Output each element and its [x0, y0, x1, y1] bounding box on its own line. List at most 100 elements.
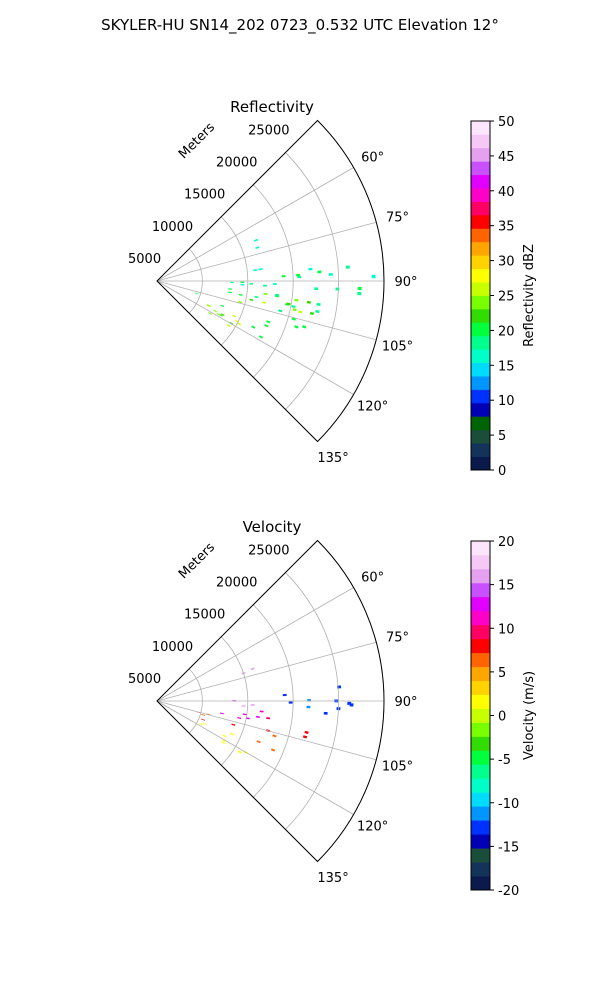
- velocity-echo-cell: [237, 750, 242, 754]
- reflectivity-echo-cell: [240, 283, 245, 286]
- velocity-colorbar-tick-label: -15: [498, 840, 519, 855]
- velocity-colorbar-segment: [471, 596, 490, 612]
- reflectivity-echo-cell: [253, 238, 259, 242]
- reflectivity-echo-cell: [230, 281, 234, 284]
- reflectivity-echo-cell: [251, 325, 256, 329]
- velocity-echo-cell: [245, 717, 250, 720]
- reflectivity-echo-cell: [294, 325, 299, 329]
- reflectivity-colorbar-segment: [471, 443, 490, 457]
- velocity-colorbar-tick-label: 10: [498, 622, 515, 637]
- velocity-echo-cell: [241, 705, 246, 707]
- velocity-colorbar-tick-label: 15: [498, 579, 515, 594]
- reflectivity-colorbar-segment: [471, 268, 490, 283]
- reflectivity-colorbar-tick-label: 40: [498, 185, 515, 200]
- velocity-colorbar-segment: [471, 876, 490, 891]
- reflectivity-echo-field: [194, 238, 376, 339]
- reflectivity-range-tick-label: 5000: [128, 252, 161, 267]
- velocity-angle-tick-label: 135°: [317, 871, 348, 886]
- velocity-echo-cell: [255, 715, 260, 719]
- reflectivity-grid-spoke: [156, 280, 354, 395]
- reflectivity-echo-cell: [240, 281, 245, 283]
- reflectivity-echo-cell: [206, 304, 211, 307]
- velocity-echo-cell: [282, 693, 287, 697]
- reflectivity-grid-spoke: [156, 167, 354, 282]
- velocity-range-tick-label: 15000: [184, 608, 225, 623]
- reflectivity-colorbar-segment: [471, 456, 490, 471]
- velocity-echo-cell: [201, 718, 205, 721]
- reflectivity-colorbar-tick-label: 35: [498, 220, 515, 235]
- reflectivity-echo-cell: [306, 300, 311, 304]
- reflectivity-echo-cell: [297, 275, 302, 279]
- reflectivity-colorbar-segment: [471, 389, 490, 404]
- velocity-colorbar-segment: [471, 792, 490, 807]
- reflectivity-echo-cell: [249, 298, 254, 301]
- velocity-colorbar-segment: [471, 708, 490, 723]
- velocity-echo-cell: [349, 703, 354, 707]
- reflectivity-echo-cell: [216, 312, 221, 316]
- reflectivity-colorbar-segment: [471, 121, 490, 135]
- velocity-range-axis-label: Meters: [176, 540, 218, 582]
- reflectivity-colorbar-segment: [471, 134, 490, 149]
- velocity-colorbar-segment: [471, 610, 490, 626]
- reflectivity-angle-tick-label: 120°: [357, 400, 388, 415]
- reflectivity-angle-tick-label: 105°: [382, 339, 413, 354]
- velocity-echo-field: [196, 667, 354, 755]
- velocity-echo-cell: [201, 714, 206, 716]
- velocity-colorbar-segment: [471, 834, 490, 849]
- reflectivity-echo-cell: [315, 309, 320, 314]
- reflectivity-colorbar-segment: [471, 322, 490, 337]
- velocity-echo-cell: [323, 711, 328, 715]
- velocity-echo-cell: [288, 701, 293, 704]
- velocity-colorbar-segment: [471, 554, 490, 570]
- reflectivity-echo-cell: [296, 273, 300, 277]
- reflectivity-echo-cell: [302, 325, 307, 329]
- reflectivity-colorbar-segment: [471, 201, 490, 216]
- reflectivity-colorbar-segment: [471, 214, 490, 229]
- velocity-colorbar-segment: [471, 736, 490, 751]
- velocity-range-tick-label: 20000: [216, 576, 257, 591]
- velocity-colorbar-tick-label: -20: [498, 884, 519, 899]
- reflectivity-echo-cell: [263, 292, 268, 296]
- reflectivity-echo-cell: [263, 284, 267, 287]
- reflectivity-echo-cell: [258, 268, 263, 271]
- reflectivity-colorbar-tick-label: 50: [498, 115, 515, 130]
- velocity-colorbar-segment: [471, 778, 490, 793]
- velocity-echo-cell: [259, 710, 264, 713]
- figure-title: SKYLER-HU SN14_202 0723_0.532 UTC Elevat…: [101, 16, 499, 34]
- velocity-echo-cell: [231, 723, 236, 726]
- reflectivity-echo-cell: [264, 324, 269, 328]
- reflectivity-angle-tick-label: 90°: [394, 275, 417, 290]
- velocity-echo-cell: [266, 717, 271, 720]
- reflectivity-echo-cell: [357, 291, 362, 296]
- velocity-colorbar-segment: [471, 568, 490, 584]
- velocity-colorbar-tick-label: -10: [498, 797, 519, 812]
- reflectivity-echo-cell: [226, 323, 231, 328]
- velocity-range-tick-label: 5000: [128, 672, 161, 687]
- reflectivity-echo-cell: [266, 320, 271, 324]
- reflectivity-colorbar-segment: [471, 349, 490, 364]
- reflectivity-colorbar-segment: [471, 295, 490, 310]
- reflectivity-echo-cell: [328, 273, 333, 276]
- velocity-colorbar-segment: [471, 722, 490, 737]
- reflectivity-colorbar-segment: [471, 228, 490, 243]
- velocity-echo-cell: [219, 712, 224, 715]
- velocity-grid-spoke: [156, 700, 354, 815]
- reflectivity-sector-frame: [156, 119, 385, 443]
- velocity-colorbar-segment: [471, 764, 490, 779]
- reflectivity-echo-cell: [275, 293, 280, 297]
- velocity-colorbar-segment: [471, 750, 490, 765]
- velocity-colorbar-tick-label: 20: [498, 535, 515, 550]
- reflectivity-echo-cell: [208, 312, 213, 315]
- velocity-colorbar-segment: [471, 806, 490, 821]
- reflectivity-colorbar-segment: [471, 429, 490, 444]
- velocity-echo-cell: [250, 667, 255, 671]
- velocity-echo-cell: [256, 740, 261, 744]
- reflectivity-echo-cell: [206, 304, 211, 308]
- velocity-echo-cell: [270, 748, 276, 752]
- reflectivity-echo-cell: [286, 302, 291, 306]
- reflectivity-colorbar-label: Reflectivity dBZ: [522, 244, 537, 347]
- reflectivity-colorbar-segment: [471, 376, 490, 390]
- reflectivity-colorbar-tick-label: 20: [498, 324, 515, 339]
- reflectivity-colorbar-tick-label: 45: [498, 150, 515, 165]
